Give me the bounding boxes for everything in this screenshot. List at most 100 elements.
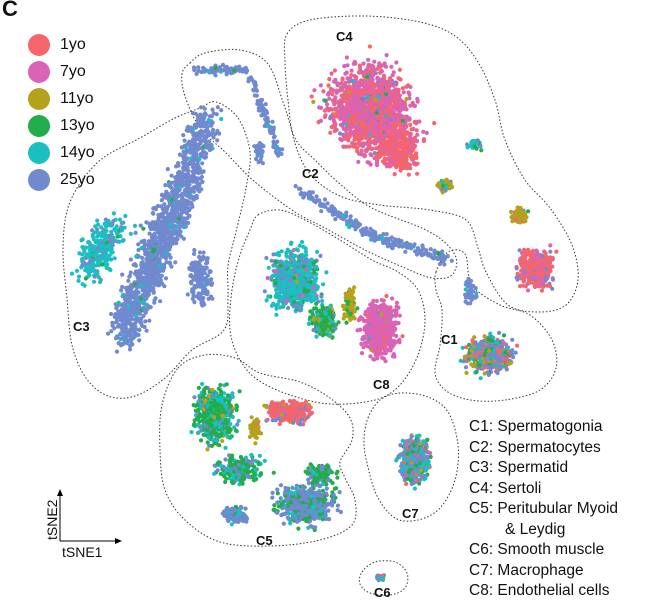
scatter-point (528, 257, 533, 262)
scatter-point (151, 277, 156, 282)
scatter-point (392, 242, 397, 247)
scatter-point (143, 288, 148, 293)
scatter-point (357, 63, 362, 68)
scatter-point (155, 203, 161, 209)
scatter-point (127, 300, 132, 305)
scatter-point (102, 231, 107, 236)
scatter-point (121, 220, 126, 225)
scatter-point (79, 257, 85, 262)
scatter-point (386, 162, 391, 167)
scatter-point (371, 73, 376, 78)
scatter-point (180, 154, 186, 159)
scatter-point (409, 127, 414, 132)
scatter-point (391, 70, 396, 75)
scatter-point (242, 68, 247, 73)
scatter-point (173, 260, 178, 265)
scatter-point (175, 203, 180, 208)
scatter-point (329, 71, 334, 76)
scatter-point (152, 298, 157, 303)
scatter-point (141, 306, 146, 311)
scatter-point (372, 132, 377, 137)
cluster-boundary-c8 (229, 209, 426, 405)
scatter-point (147, 278, 152, 283)
scatter-point (314, 194, 319, 199)
scatter-point (173, 175, 178, 180)
scatter-point (541, 269, 547, 274)
scatter-point (194, 176, 199, 181)
scatter-point (367, 138, 372, 143)
scatter-point (160, 233, 165, 238)
scatter-point (202, 302, 207, 307)
scatter-point (325, 201, 330, 206)
scatter-point (145, 260, 150, 265)
scatter-point (378, 129, 383, 134)
scatter-point (202, 66, 207, 71)
scatter-point (254, 93, 259, 98)
scatter-point (172, 223, 177, 229)
scatter-point (150, 210, 155, 216)
scatter-point (232, 68, 237, 73)
scatter-point (332, 100, 337, 105)
scatter-point (84, 245, 89, 250)
scatter-point (146, 246, 151, 251)
scatter-point (345, 102, 350, 107)
scatter-point (312, 88, 317, 93)
scatter-point (372, 59, 377, 64)
scatter-point (74, 268, 80, 273)
scatter-point (203, 144, 208, 149)
scatter-point (386, 79, 391, 84)
scatter-point (466, 290, 471, 295)
scatter-point (197, 157, 202, 162)
scatter-point (400, 86, 405, 91)
scatter-point (215, 138, 220, 143)
scatter-point (318, 118, 323, 123)
scatter-point (209, 282, 214, 287)
scatter-point (367, 130, 372, 135)
scatter-point (123, 213, 128, 219)
scatter-point (168, 261, 173, 267)
scatter-point (96, 246, 101, 251)
scatter-point (515, 271, 520, 276)
scatter-point (331, 118, 336, 123)
scatter-point (177, 152, 182, 157)
scatter-point (334, 81, 339, 86)
scatter-point (373, 139, 378, 144)
scatter-point (162, 202, 167, 207)
cluster-boundary-c3 (62, 101, 251, 399)
scatter-point (182, 219, 187, 224)
scatter-point (540, 262, 545, 267)
scatter-point (109, 229, 114, 234)
scatter-point (394, 152, 399, 157)
scatter-point (257, 141, 262, 146)
scatter-point (353, 129, 358, 134)
scatter-point (331, 88, 336, 93)
scatter-point (523, 219, 528, 224)
scatter-point (397, 116, 402, 121)
scatter-point (162, 248, 167, 253)
scatter-point (211, 135, 216, 140)
scatter-point (85, 254, 91, 259)
scatter-point (119, 225, 124, 230)
scatter-point (76, 274, 82, 279)
scatter-point (421, 129, 426, 134)
scatter-point (550, 276, 555, 281)
scatter-point (251, 87, 256, 92)
scatter-point (218, 66, 223, 72)
scatter-point (197, 254, 202, 260)
scatter-point (373, 122, 378, 127)
scatter-point (380, 236, 385, 241)
scatter-point (375, 157, 380, 162)
scatter-point (182, 201, 187, 206)
scatter-point (328, 114, 333, 119)
scatter-point (394, 103, 399, 108)
scatter-point (547, 256, 552, 261)
scatter-point (160, 254, 165, 259)
scatter-point (181, 236, 186, 241)
scatter-point (336, 100, 341, 105)
scatter-point (209, 68, 214, 73)
scatter-point (310, 190, 315, 195)
scatter-point (199, 174, 204, 180)
scatter-point (256, 160, 261, 165)
scatter-point (192, 248, 197, 253)
scatter-point (404, 96, 409, 102)
